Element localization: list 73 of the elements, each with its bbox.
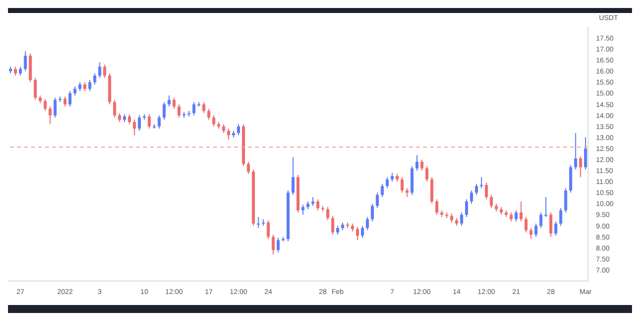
candlestick	[460, 212, 464, 226]
candlestick	[474, 183, 478, 196]
candlestick	[172, 97, 176, 110]
candlestick	[113, 99, 116, 118]
candlestick	[326, 206, 330, 221]
candlestick	[246, 161, 250, 174]
candlestick	[544, 196, 548, 218]
candlestick	[480, 176, 483, 189]
candlestick	[370, 203, 374, 222]
candlestick	[579, 156, 582, 178]
candlestick	[524, 216, 528, 233]
candlestick	[534, 223, 538, 238]
candlestick	[316, 198, 320, 211]
candlestick	[276, 237, 280, 253]
candlestick	[301, 204, 304, 216]
candlestick	[559, 208, 562, 226]
candlestick	[158, 114, 161, 130]
candlestick	[266, 220, 270, 240]
candlestick	[376, 192, 379, 209]
candlestick	[430, 176, 434, 204]
candlestick	[400, 176, 404, 194]
candlestick	[470, 190, 474, 204]
candlestick	[148, 114, 151, 130]
candlestick	[168, 94, 171, 108]
candlestick	[530, 227, 533, 240]
candlestick	[44, 98, 47, 112]
candlestick	[256, 216, 260, 228]
candlestick	[192, 102, 196, 116]
candlestick	[237, 124, 240, 136]
candlestick	[212, 114, 216, 127]
candlestick	[34, 77, 37, 100]
candlestick	[360, 225, 364, 238]
candlestick	[484, 182, 488, 200]
candlestick	[64, 96, 67, 108]
candlestick	[103, 64, 106, 78]
candlestick	[292, 156, 295, 196]
candlestick	[356, 226, 359, 241]
candlestick	[54, 97, 57, 118]
candlestick	[520, 200, 523, 222]
candlestick	[564, 188, 568, 214]
candlestick	[178, 104, 181, 118]
candlestick	[415, 154, 418, 172]
candlestick	[132, 119, 136, 136]
candlestick	[93, 72, 96, 85]
candlestick	[514, 210, 518, 222]
candlestick	[88, 80, 92, 92]
candlestick	[24, 50, 27, 72]
candlestick	[554, 220, 558, 236]
candlestick	[202, 102, 206, 114]
candlestick	[465, 198, 468, 218]
candlestick	[420, 159, 424, 172]
candlestick	[549, 212, 552, 238]
candlestick	[142, 114, 146, 120]
candlestick	[490, 194, 493, 209]
candlestick	[227, 128, 230, 140]
candlestick	[272, 234, 275, 255]
candlestick	[366, 216, 369, 231]
candlestick	[138, 114, 141, 132]
candlestick	[331, 215, 334, 236]
candlestick	[435, 198, 438, 216]
candlestick	[98, 62, 102, 78]
candlestick	[425, 166, 428, 182]
candlestick	[380, 183, 384, 198]
candlestick	[539, 212, 542, 228]
candlestick	[569, 164, 572, 194]
candlestick	[207, 108, 210, 120]
candlestick	[162, 102, 166, 120]
candlestick	[48, 106, 52, 125]
candlestick	[68, 90, 72, 108]
candlestick	[386, 176, 389, 189]
candlestick	[128, 114, 131, 125]
candlestick	[574, 132, 578, 170]
candlestick	[584, 136, 588, 170]
